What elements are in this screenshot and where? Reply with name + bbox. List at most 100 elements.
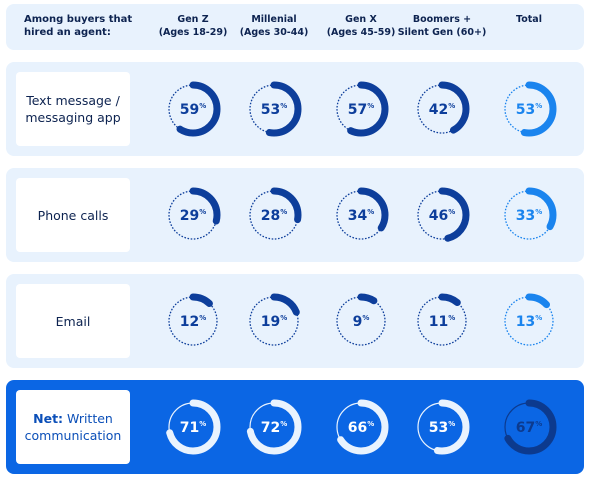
column-header-gen-x: Gen X (Ages 45-59) xyxy=(311,13,411,39)
donut-arc xyxy=(333,187,389,243)
header-first-cell: Among buyers that hired an agent: xyxy=(24,13,144,39)
donut-arc xyxy=(246,81,302,137)
column-header-boomers: Boomers + Silent Gen (60+) xyxy=(392,13,492,39)
donut-arc xyxy=(501,81,557,137)
donut-svg: 29% xyxy=(165,187,221,243)
donut-net-millenial: 72% xyxy=(244,397,304,457)
donut-value-label: 28% xyxy=(261,208,288,224)
donut-phone-gen-x: 34% xyxy=(331,185,391,245)
donut-email-millenial: 19% xyxy=(244,291,304,351)
donut-value-label: 46% xyxy=(429,208,456,224)
row-label: Email xyxy=(16,284,130,358)
column-header-line1: Gen X xyxy=(345,14,377,25)
column-header-line1: Millenial xyxy=(251,14,297,25)
donut-arc xyxy=(414,293,470,349)
donut-value-label: 53% xyxy=(429,420,456,436)
donut-email-boomers: 11% xyxy=(412,291,472,351)
percent-sign: % xyxy=(448,420,455,428)
donut-value-label: 53% xyxy=(516,102,543,118)
donut-arc xyxy=(501,293,557,349)
donut-svg: 9% xyxy=(333,293,389,349)
percent-sign: % xyxy=(535,102,542,110)
column-header-line2: (Ages 45-59) xyxy=(326,27,396,38)
percent-sign: % xyxy=(280,420,287,428)
donut-email-gen-x: 9% xyxy=(331,291,391,351)
row-text-message: Text message / messaging app 59% 53% 57%… xyxy=(6,62,584,156)
column-header-line1: Boomers + xyxy=(412,14,472,25)
donut-svg: 53% xyxy=(414,399,470,455)
donut-value-label: 29% xyxy=(180,208,207,224)
donut-arc xyxy=(414,187,470,243)
donut-value-label: 66% xyxy=(348,420,375,436)
donut-value-label: 67% xyxy=(516,420,543,436)
row-label: Net: Written communication xyxy=(16,390,130,464)
donut-svg: 12% xyxy=(165,293,221,349)
percent-sign: % xyxy=(199,420,206,428)
donut-value-label: 12% xyxy=(180,314,207,330)
row-phone-calls: Phone calls 29% 28% 34% 46% 33% xyxy=(6,168,584,262)
donut-text-millenial: 53% xyxy=(244,79,304,139)
percent-sign: % xyxy=(535,208,542,216)
percent-sign: % xyxy=(199,208,206,216)
donut-arc xyxy=(165,293,221,349)
column-header-gen-z: Gen Z (Ages 18-29) xyxy=(143,13,243,39)
percent-sign: % xyxy=(199,102,206,110)
donut-svg: 71% xyxy=(165,399,221,455)
donut-text-total: 53% xyxy=(499,79,559,139)
donut-phone-millenial: 28% xyxy=(244,185,304,245)
donut-arc xyxy=(165,399,221,455)
percent-sign: % xyxy=(280,314,287,322)
donut-svg: 34% xyxy=(333,187,389,243)
donut-text-gen-x: 57% xyxy=(331,79,391,139)
column-header-millenial: Millenial (Ages 30-44) xyxy=(224,13,324,39)
donut-value-label: 71% xyxy=(180,420,207,436)
row-label-line1: Email xyxy=(55,313,91,329)
row-label-bold: Net: xyxy=(33,411,64,426)
column-header-line2: (Ages 18-29) xyxy=(158,27,228,38)
percent-sign: % xyxy=(280,208,287,216)
donut-arc xyxy=(246,293,302,349)
donut-arc xyxy=(165,81,221,137)
donut-svg: 28% xyxy=(246,187,302,243)
donut-value-label: 11% xyxy=(429,314,456,330)
header-first-line1: Among buyers that xyxy=(24,14,133,25)
row-label: Text message / messaging app xyxy=(16,72,130,146)
column-header-line1: Gen Z xyxy=(177,14,209,25)
donut-svg: 19% xyxy=(246,293,302,349)
donut-arc xyxy=(501,399,557,455)
donut-svg: 57% xyxy=(333,81,389,137)
donut-svg: 33% xyxy=(501,187,557,243)
row-label: Phone calls xyxy=(16,178,130,252)
donut-value-label: 53% xyxy=(261,102,288,118)
donut-svg: 46% xyxy=(414,187,470,243)
donut-net-boomers: 53% xyxy=(412,397,472,457)
column-header-line2: (Ages 30-44) xyxy=(239,27,309,38)
donut-svg: 59% xyxy=(165,81,221,137)
row-label-line1: Phone calls xyxy=(37,207,109,223)
percent-sign: % xyxy=(362,314,369,322)
percent-sign: % xyxy=(367,102,374,110)
column-header-total: Total xyxy=(479,13,579,26)
donut-arc xyxy=(165,187,221,243)
donut-arc xyxy=(246,187,302,243)
row-label-line2: messaging app xyxy=(25,110,121,125)
row-email: Email 12% 19% 9% 11% 13% xyxy=(6,274,584,368)
donut-value-label: 34% xyxy=(348,208,375,224)
donut-value-label: 42% xyxy=(429,102,456,118)
row-label-line2: communication xyxy=(24,428,122,443)
row-label-line1: Net: Written xyxy=(33,410,113,427)
percent-sign: % xyxy=(280,102,287,110)
donut-arc xyxy=(414,81,470,137)
donut-email-total: 13% xyxy=(499,291,559,351)
donut-svg: 13% xyxy=(501,293,557,349)
percent-sign: % xyxy=(367,420,374,428)
donut-arc xyxy=(333,81,389,137)
row-label-line1: Text message / xyxy=(26,93,120,108)
donut-value-label: 9% xyxy=(353,314,370,330)
percent-sign: % xyxy=(448,102,455,110)
donut-svg: 42% xyxy=(414,81,470,137)
donut-svg: 53% xyxy=(501,81,557,137)
column-header-line1: Total xyxy=(516,14,542,25)
donut-value-label: 33% xyxy=(516,208,543,224)
donut-svg: 11% xyxy=(414,293,470,349)
